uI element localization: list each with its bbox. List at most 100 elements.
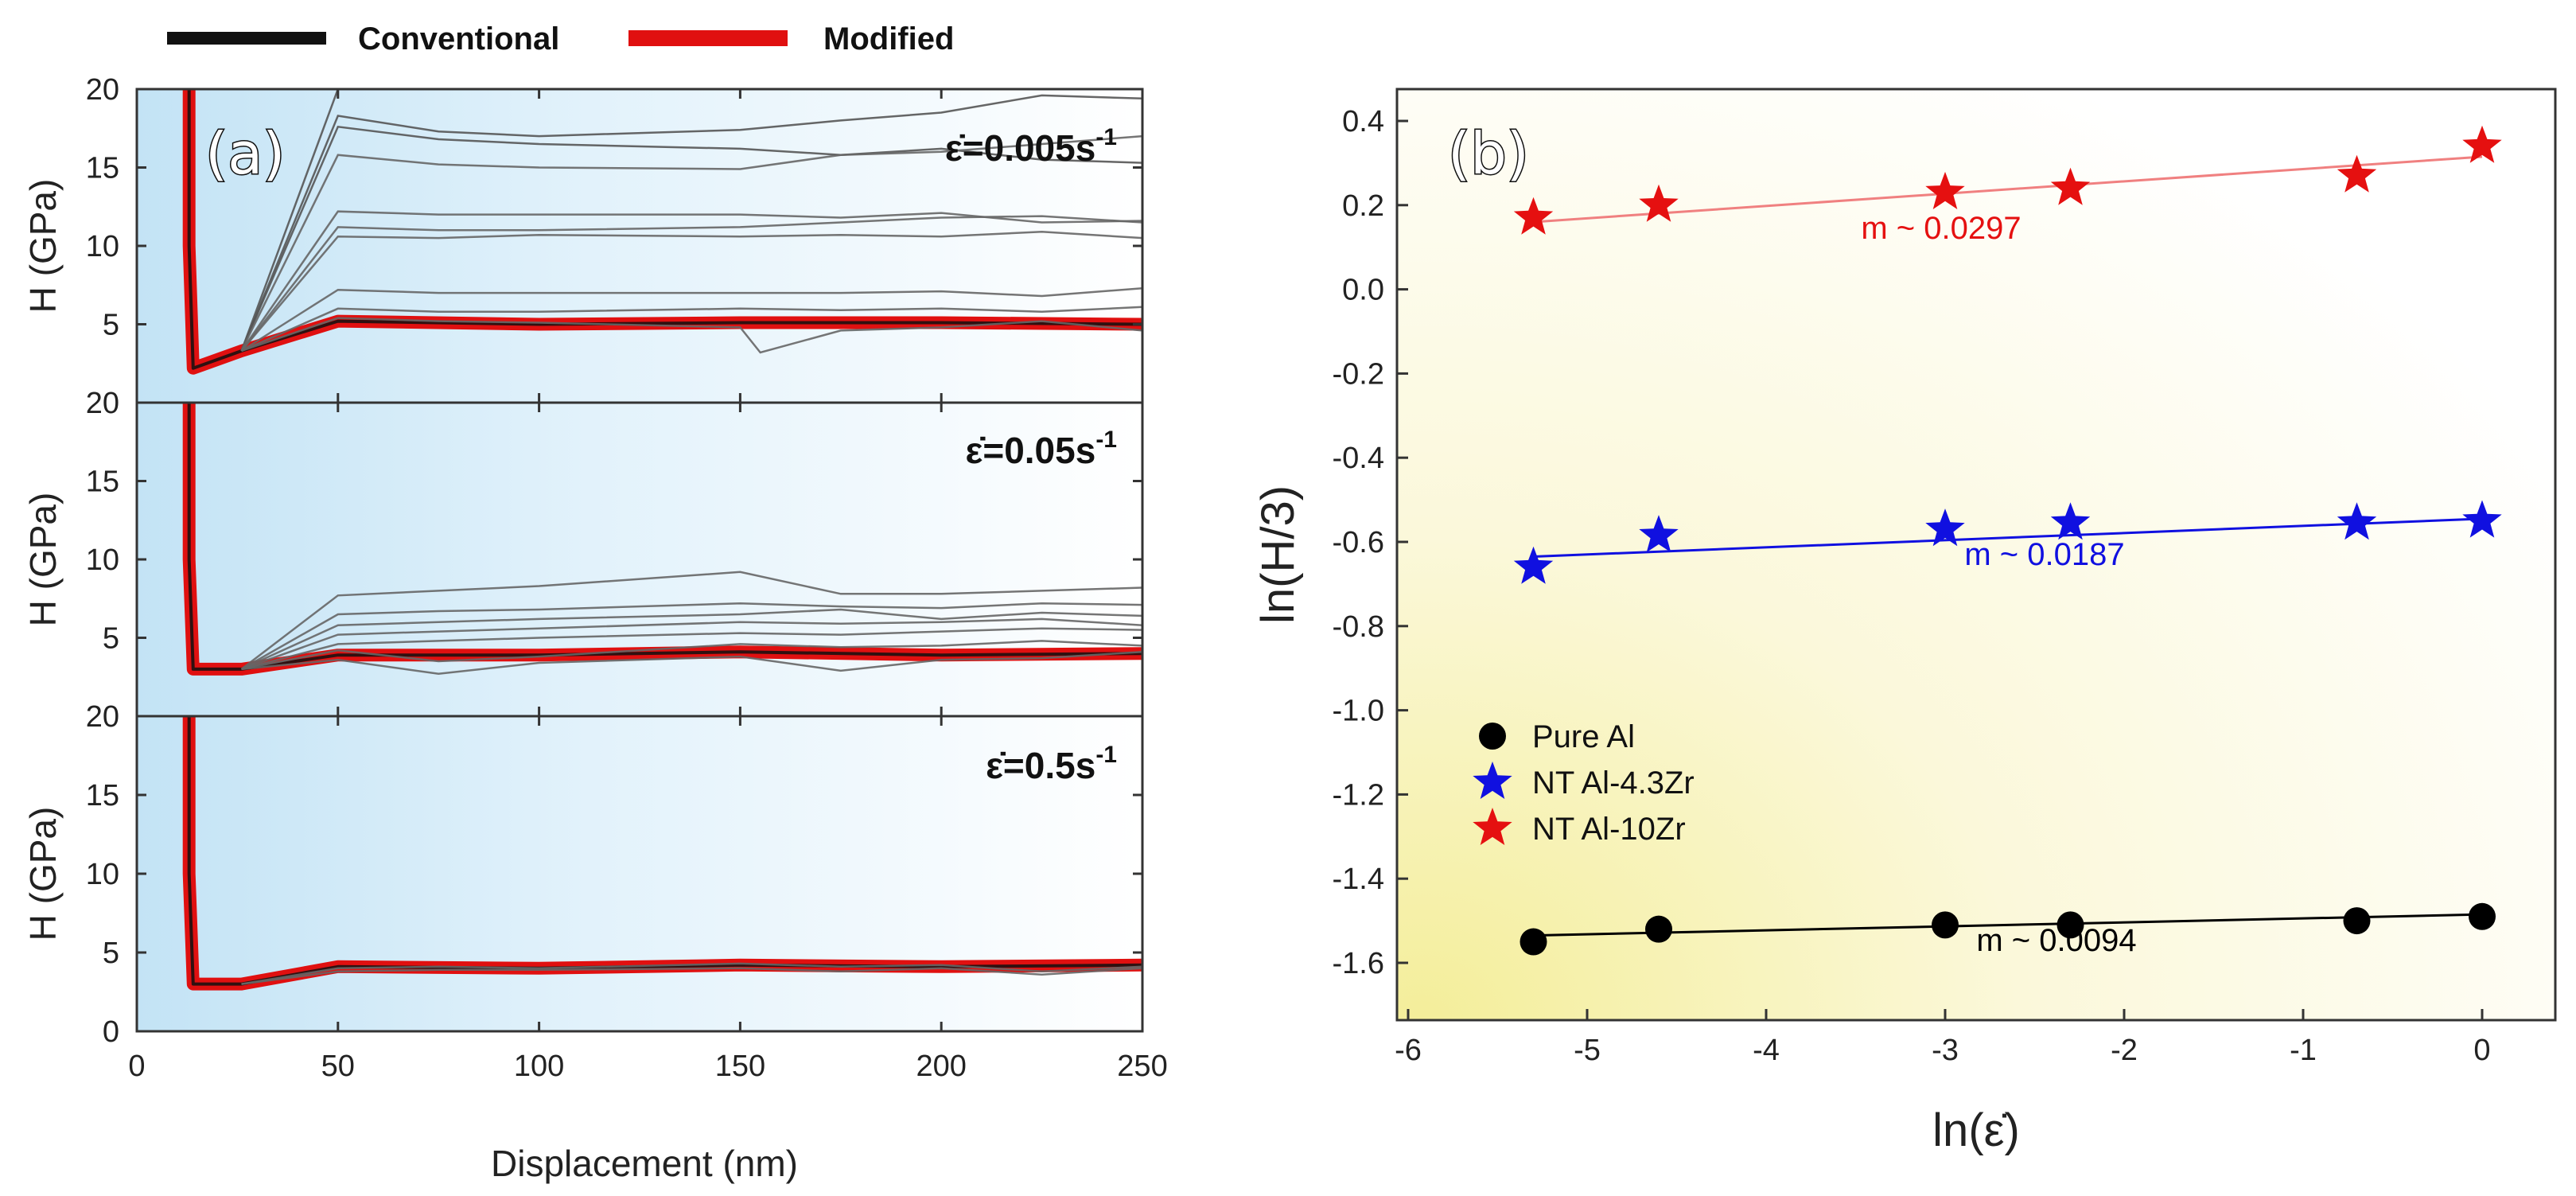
strain-rate-exponent: -1	[1095, 427, 1117, 453]
conventional-curve	[241, 640, 1142, 671]
x-tick-label: 0	[2473, 1034, 2490, 1067]
x-tick-label: -1	[2290, 1034, 2317, 1067]
panel-a-y-axis-label: H (GPa)	[22, 807, 64, 941]
data-point	[2462, 500, 2502, 538]
conventional-curve	[240, 608, 1142, 671]
conventional-curve-mean	[187, 403, 1142, 671]
slope-annotation: m ~ 0.0187	[1964, 537, 2124, 572]
data-point	[1513, 197, 1554, 235]
panel-b-y-axis-label: ln(H/3)	[1252, 485, 1304, 624]
y-tick-label: 0.0	[1342, 274, 1384, 307]
legend-modified-swatch	[628, 30, 788, 46]
slope-annotation: m ~ 0.0094	[1976, 923, 2136, 958]
conventional-curve	[240, 215, 1142, 352]
y-tick-label: 0.2	[1342, 189, 1384, 223]
panel-a-subplot-3-curves	[182, 716, 1142, 991]
x-tick-label: -5	[1574, 1034, 1601, 1067]
conventional-curve	[240, 286, 1142, 353]
conventional-curve-mean	[187, 89, 1142, 370]
y-tick-label: -1.2	[1333, 778, 1384, 812]
y-tick-label: 20	[86, 700, 119, 734]
legend-conventional-swatch	[167, 32, 326, 45]
legend-b: Pure Al NT Al-4.3Zr NT Al-10Zr	[1473, 719, 1695, 847]
data-point	[2337, 502, 2377, 540]
x-tick-label: 0	[128, 1050, 145, 1083]
panel-a-y-axis-label: H (GPa)	[22, 179, 64, 314]
strain-rate-prefix: ε̇=	[986, 745, 1025, 786]
y-tick-label: 20	[86, 387, 119, 420]
panel-b-label: (b)	[1448, 120, 1529, 187]
strain-rate-prefix: ε̇=	[965, 430, 1004, 471]
x-tick-label: -4	[1753, 1034, 1780, 1067]
y-tick-label: -0.4	[1333, 442, 1384, 475]
legend-label: NT Al-10Zr	[1532, 812, 1686, 847]
y-tick-label: -1.0	[1333, 695, 1384, 728]
y-tick-label: 15	[86, 779, 119, 812]
legend-label: NT Al-4.3Zr	[1532, 766, 1695, 801]
y-tick-label: -1.4	[1333, 863, 1384, 896]
conventional-curve	[240, 602, 1142, 670]
y-tick-label: 0.4	[1342, 105, 1384, 138]
legend-marker	[1473, 808, 1512, 845]
y-tick-label: 20	[86, 73, 119, 107]
legend-modified-label: Modified	[823, 21, 954, 56]
data-point	[1639, 515, 1679, 553]
strain-rate-prefix: ε̇=	[945, 127, 984, 169]
y-tick-label: 15	[86, 152, 119, 185]
x-tick-label: -6	[1395, 1034, 1422, 1067]
data-point	[2462, 125, 2502, 163]
y-tick-label: 15	[86, 466, 119, 499]
conventional-curve	[241, 627, 1142, 671]
y-tick-label: 5	[103, 622, 119, 656]
data-point	[2050, 502, 2091, 540]
data-point	[2469, 902, 2496, 930]
panel-a-y-axis-label: H (GPa)	[22, 493, 64, 627]
x-tick-label: 150	[715, 1050, 765, 1083]
y-tick-label: 5	[103, 309, 119, 342]
x-tick-label: 50	[321, 1050, 355, 1083]
fit-line	[1533, 155, 2483, 224]
strain-rate-value: 0.5s	[1025, 745, 1096, 786]
strain-rate-label: ε̇=0.005s-1	[945, 124, 1117, 169]
panel-a-subplot-2-curves	[182, 403, 1142, 676]
panel-b-x-axis-label: ln(ε̇)	[1932, 1104, 2020, 1156]
y-tick-label: -0.8	[1333, 610, 1384, 644]
x-tick-label: -3	[1932, 1034, 1959, 1067]
data-point	[1932, 911, 1959, 939]
slope-annotation: m ~ 0.0297	[1861, 211, 2021, 246]
legend-conventional-label: Conventional	[358, 21, 559, 56]
x-tick-label: 100	[514, 1050, 564, 1083]
panel-a: 5 10 15 20 H (GPa) 5 10 15 20 H (GPa) 0 5 10 15 20 H (G…	[22, 73, 1168, 1184]
panel-b: 0.4 0.2 0.0 -0.2 -0.4 -0.6 -0.8 -1.0 -1.2 -1.4 -1.…	[1252, 88, 2557, 1156]
strain-rate-label: ε̇=0.05s-1	[965, 427, 1117, 471]
panel-a-subplot-1-curves	[182, 89, 1142, 375]
conventional-curve	[241, 617, 1142, 671]
y-tick-label: 10	[86, 230, 119, 263]
data-point	[1925, 171, 1965, 209]
conventional-curve	[241, 962, 1142, 985]
fit-line	[1533, 517, 2483, 559]
conventional-curve	[240, 134, 1142, 352]
data-point	[1925, 508, 1965, 547]
legend-a: Conventional Modified	[167, 21, 954, 56]
strain-rate-label: ε̇=0.5s-1	[986, 742, 1117, 786]
y-tick-label: -1.6	[1333, 947, 1384, 980]
y-tick-label: 5	[103, 937, 119, 970]
legend-marker	[1473, 762, 1512, 799]
strain-rate-exponent: -1	[1095, 742, 1117, 768]
panel-a-label: (a)	[205, 120, 285, 187]
panel-b-frame	[1395, 88, 2557, 1022]
y-tick-label: 10	[86, 543, 119, 577]
y-tick-label: -0.6	[1333, 526, 1384, 559]
fit-line	[1533, 913, 2483, 937]
panel-a-subplot-1-area	[137, 89, 1142, 403]
data-point	[1645, 915, 1672, 943]
conventional-curve	[240, 231, 1142, 352]
y-tick-label: 0	[103, 1015, 119, 1049]
conventional-curve	[241, 317, 1142, 354]
panel-a-x-axis-label: Displacement (nm)	[491, 1143, 798, 1184]
x-tick-label: 250	[1117, 1050, 1167, 1083]
conventional-curve	[241, 650, 1142, 676]
conventional-curve	[241, 967, 1142, 985]
